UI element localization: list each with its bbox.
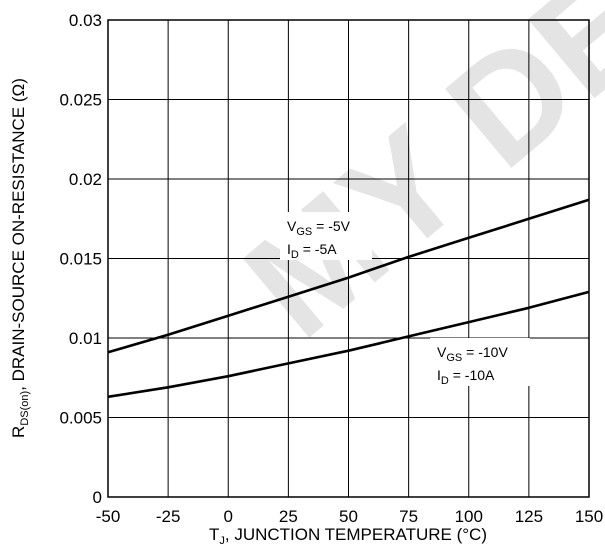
plot-area-frame	[107, 19, 590, 498]
y-tick-label: 0.005	[59, 409, 102, 428]
watermark: MY DESIGN	[214, 0, 605, 369]
y-tick-label: 0.02	[69, 170, 102, 189]
x-tick-label: 25	[279, 507, 298, 526]
annotation-bg	[280, 212, 372, 260]
annotation-id-label: ID = -5A	[287, 241, 337, 261]
y-tick-label: 0.03	[69, 11, 102, 30]
annotation-vgs-label: VGS = -5V	[287, 218, 351, 238]
y-tick-label: 0	[93, 488, 102, 507]
series-line-2	[107, 290, 590, 399]
x-tick-label: 100	[455, 507, 483, 526]
x-tick-label: -25	[156, 507, 181, 526]
x-tick-labels: -50 -25 0 25 50 75 100 125 150	[96, 507, 603, 526]
x-tick-label: 75	[399, 507, 418, 526]
series-line-1	[107, 198, 590, 354]
annotation-vgs-5v: ID = -5A	[280, 212, 372, 261]
annotation-id-label: ID = -10A	[437, 367, 495, 387]
watermark-text: MY DESIGN	[214, 0, 605, 369]
x-axis-label: TJ, JUNCTION TEMPERATURE (°C)	[209, 525, 487, 547]
x-tick-label: -50	[96, 507, 121, 526]
y-tick-label: 0.015	[59, 250, 102, 269]
y-tick-label: 0.01	[69, 329, 102, 348]
series-lines	[107, 198, 590, 399]
y-tick-labels: 0 0.005 0.01 0.015 0.02 0.025 0.03	[59, 11, 102, 507]
y-axis-label: RDS(on), DRAIN-SOURCE ON-RESISTANCE (Ω)	[9, 78, 31, 438]
x-tick-label: 125	[515, 507, 543, 526]
x-tick-label: 0	[224, 507, 233, 526]
annotation-vgs-label: VGS = -10V	[437, 344, 508, 364]
x-tick-label: 150	[575, 507, 603, 526]
y-tick-label: 0.025	[59, 91, 102, 110]
x-tick-label: 50	[339, 507, 358, 526]
annotation-bg	[430, 338, 530, 386]
annotation-vgs-10v: ID = -10A	[430, 338, 530, 387]
